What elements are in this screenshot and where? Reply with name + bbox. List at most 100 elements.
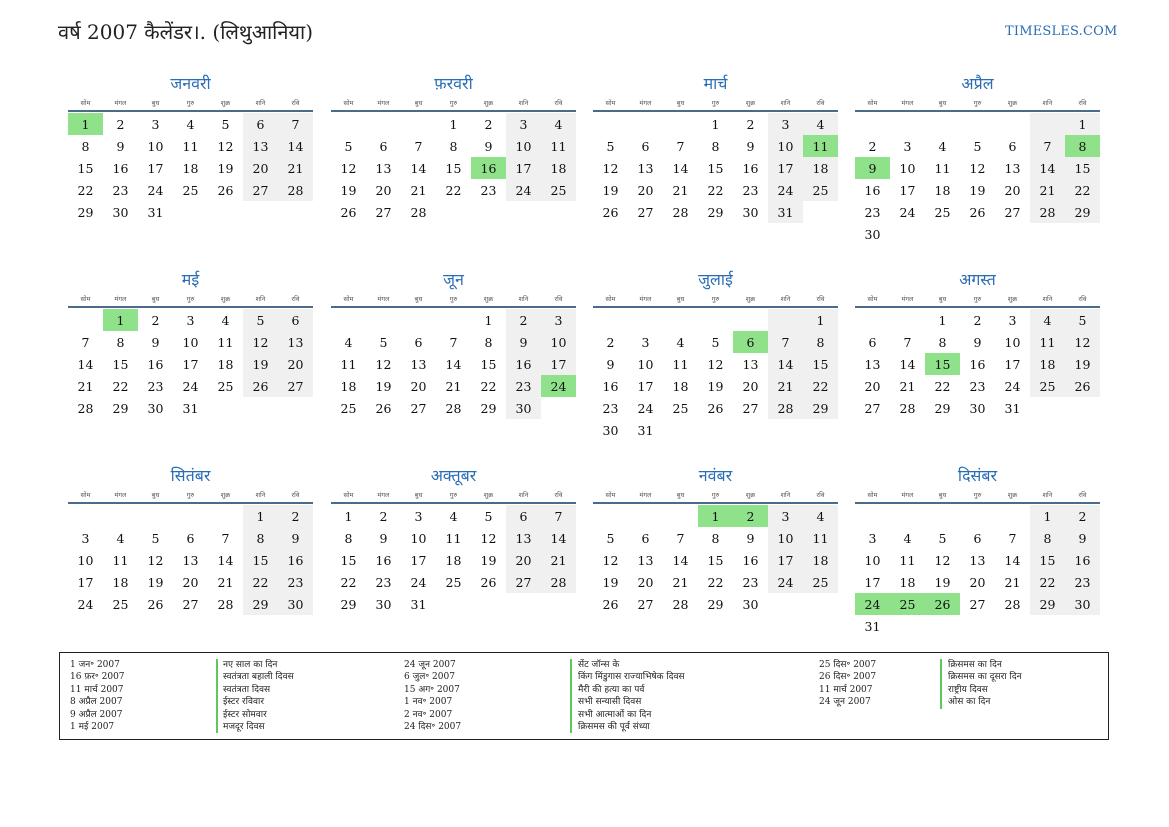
weekday-label: शुक्र [220,295,231,303]
day-cell: 5 [484,508,493,524]
day-cell: 8 [1065,135,1100,157]
day-cell: 22 [77,182,94,198]
day-cell: 25 [217,378,234,394]
empty-cell [628,309,663,331]
day-cell: 23 [602,400,619,416]
empty-cell [593,309,628,331]
day-cell: 6 [278,309,313,331]
weekday-label: शनि [255,99,266,107]
day-cell: 25 [340,400,357,416]
empty-cell [663,113,698,135]
day-cell: 11 [541,135,576,157]
empty-cell [925,505,960,527]
holiday-date: 24 दिस॰ 2007 [404,722,462,733]
empty-cell [243,201,278,223]
day-cell: 25 [803,179,838,201]
site-link[interactable]: TIMESLES.COM [1005,24,1118,39]
empty-cell [698,309,733,331]
weekday-label: मंगल [639,295,652,303]
day-cell: 27 [969,596,986,612]
weekday-label: सोम [343,295,354,303]
day-cell: 16 [112,160,129,176]
day-cell: 5 [344,138,353,154]
weekday-label: मंगल [377,491,390,499]
day-cell: 11 [934,160,951,176]
empty-cell [208,201,243,223]
weekday-label: शुक्र [483,99,494,107]
day-cell: 1 [938,312,947,328]
empty-cell [278,201,313,223]
empty-cell [960,505,995,527]
empty-cell [1065,397,1100,419]
day-cell: 23 [506,375,541,397]
day-cell: 30 [742,596,759,612]
day-cell: 24 [506,179,541,201]
day-cell: 2 [379,508,388,524]
day-cell: 23 [742,574,759,590]
empty-cell [278,397,313,419]
day-cell: 3 [868,530,877,546]
day-cell: 10 [182,334,199,350]
weekday-label: रवि [816,295,825,303]
day-cell: 15 [707,552,724,568]
day-cell: 11 [217,334,234,350]
day-cell: 30 [742,204,759,220]
day-cell: 26 [147,596,164,612]
day-cell: 7 [768,331,803,353]
day-cell: 31 [637,422,654,438]
holiday-name: सभी आत्माओं का दिन [578,709,652,720]
day-grid: 1 2 3 4 5 6 7 8 9 10 11 12 13 14 15 16 17 18 19 20 21 22 23 24 2… [855,113,1100,245]
day-grid: 1 2 3 4 5 6 7 8 9 10 11 12 13 14 15 16 17 18 19 20 21 22 23 24 2… [68,309,313,419]
empty-cell [960,223,995,245]
day-cell: 29 [340,596,357,612]
day-cell: 13 [1004,160,1021,176]
weekday-label: सोम [605,491,616,499]
day-cell: 9 [746,530,755,546]
day-cell: 21 [217,574,234,590]
day-cell: 24 [637,400,654,416]
empty-cell [208,397,243,419]
day-cell: 26 [243,375,278,397]
empty-cell [173,201,208,223]
day-cell: 10 [899,160,916,176]
day-cell: 26 [375,400,392,416]
weekday-label: शनि [518,491,529,499]
day-cell: 7 [221,530,230,546]
empty-cell [243,397,278,419]
month-block: नवंबर सोम मंगल बुध गुरु शुक्र शनि रवि 1 2 3 4 5 6 7 8 9 1… [593,464,838,615]
day-cell: 8 [711,138,720,154]
day-cell: 10 [768,135,803,157]
empty-cell [925,113,960,135]
weekday-label: रवि [554,491,563,499]
holiday-name: ईस्टर रविवार [223,697,265,708]
day-cell: 16 [278,549,313,571]
day-cell: 7 [449,334,458,350]
weekday-label: गुरु [973,99,982,107]
day-cell: 27 [506,571,541,593]
holiday-date: 9 अप्रैल 2007 [70,709,123,720]
day-cell: 4 [903,530,912,546]
day-cell: 25 [182,182,199,198]
day-cell: 12 [375,356,392,372]
weekday-label: गुरु [449,295,458,303]
weekday-header: सोम मंगल बुध गुरु शुक्र शनि रवि [855,96,1100,112]
day-cell: 27 [637,204,654,220]
day-cell: 5 [243,309,278,331]
day-cell: 13 [506,527,541,549]
day-cell: 6 [243,113,278,135]
day-cell: 22 [1065,179,1100,201]
month-name: मार्च [703,74,728,93]
month-block: जनवरी सोम मंगल बुध गुरु शुक्र शनि रवि 1 2 3 4 5 6 7 8 9 1… [68,72,313,223]
day-cell: 2 [278,505,313,527]
month-name: नवंबर [698,466,733,485]
day-cell: 30 [506,397,541,419]
holiday-names-col-1: नए साल का दिन स्वतंत्रता बहाली दिवस स्वतंत… [223,659,294,733]
holiday-date: 15 अग॰ 2007 [404,684,460,695]
day-cell: 5 [606,138,615,154]
day-cell: 13 [742,356,759,372]
weekday-label: बुध [151,491,160,499]
weekday-label: मंगल [377,99,390,107]
day-cell: 19 [969,182,986,198]
page-title: वर्ष 2007 कैलेंडर।. (लिथुआनिया) [58,20,314,44]
day-cell: 21 [899,378,916,394]
